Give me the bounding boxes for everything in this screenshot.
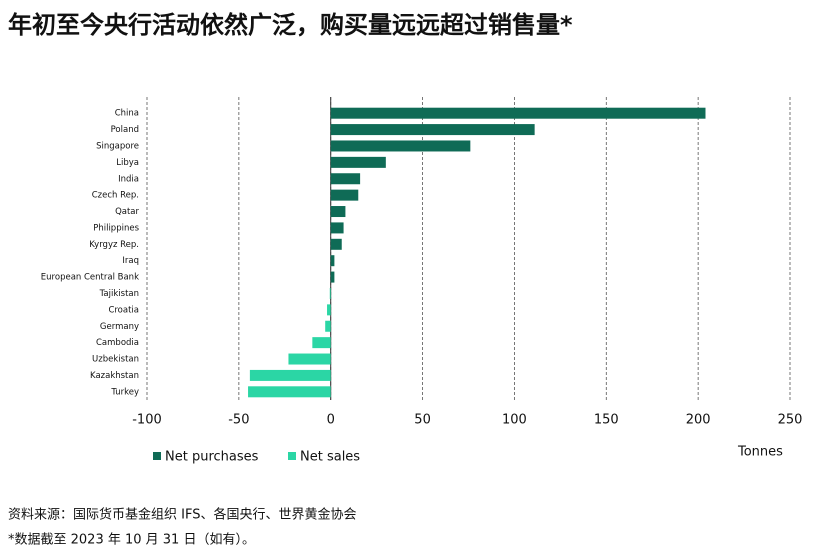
y-tick-label: Iraq (122, 256, 139, 266)
bar (330, 107, 706, 119)
bar (330, 238, 342, 250)
bar (248, 386, 331, 398)
bar (330, 189, 359, 201)
bar (327, 304, 331, 316)
y-tick-label: China (115, 109, 139, 119)
x-tick-label: -100 (132, 413, 162, 428)
x-tick-label: -50 (228, 413, 249, 428)
bar (249, 369, 331, 381)
legend-swatch (153, 452, 161, 460)
x-tick-label: 100 (502, 413, 527, 428)
source: 资料来源：国际货币基金组织 IFS、各国央行、世界黄金协会 (8, 507, 356, 523)
y-tick-label: Qatar (115, 207, 139, 217)
x-tick-label: 50 (414, 413, 431, 428)
x-tick-label: 200 (686, 413, 711, 428)
y-tick-label: Poland (111, 125, 139, 135)
y-tick-label: Germany (100, 322, 139, 332)
y-tick-label: India (118, 174, 139, 184)
bar (330, 156, 386, 168)
y-tick-label: Tajikistan (99, 289, 139, 299)
y-tick-label: Philippines (93, 223, 139, 233)
y-tick-label: Singapore (96, 141, 139, 151)
bar (325, 320, 331, 332)
bar (312, 337, 331, 349)
x-tick-label: 0 (327, 413, 335, 428)
y-tick-label: Kazakhstan (90, 371, 139, 381)
bar (330, 222, 344, 234)
y-tick-label: Croatia (108, 305, 139, 315)
bar (330, 255, 335, 267)
y-tick-label: Turkey (110, 387, 139, 397)
legend-label: Net sales (300, 450, 360, 465)
bar (330, 140, 471, 152)
x-axis-label: Tonnes (737, 445, 783, 460)
y-tick-label: Kyrgyz Rep. (89, 240, 139, 250)
x-tick-label: 150 (594, 413, 619, 428)
chart-title: 年初至今央行活动依然广泛，购买量远远超过销售量* (8, 11, 573, 39)
y-tick-label: Cambodia (96, 338, 139, 348)
bar (288, 353, 331, 365)
y-tick-label: Uzbekistan (92, 355, 139, 365)
bar (330, 206, 346, 218)
bar (330, 173, 361, 185)
y-tick-label: Czech Rep. (92, 191, 139, 201)
legend-label: Net purchases (165, 450, 259, 465)
legend-swatch (288, 452, 296, 460)
bar (330, 124, 535, 136)
y-tick-label: Libya (116, 158, 139, 168)
bar (329, 287, 331, 299)
y-tick-label: European Central Bank (41, 273, 139, 283)
footnote: *数据截至 2023 年 10 月 31 日（如有）。 (8, 532, 255, 548)
bar (330, 271, 335, 283)
x-tick-label: 250 (778, 413, 803, 428)
